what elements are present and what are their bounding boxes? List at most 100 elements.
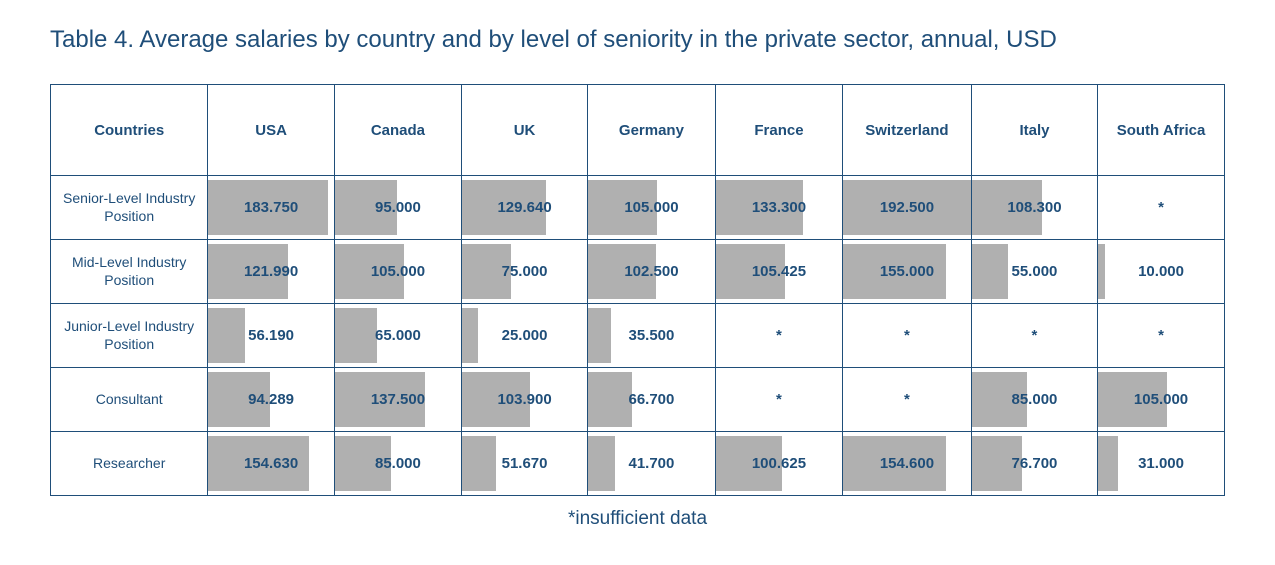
cell-value: 31.000 bbox=[1098, 432, 1224, 495]
cell-value: 41.700 bbox=[588, 432, 715, 495]
cell-value: 154.600 bbox=[843, 432, 971, 495]
cell-value: 94.289 bbox=[208, 368, 333, 431]
cell-value: 105.425 bbox=[716, 240, 842, 303]
cell-value: 183.750 bbox=[208, 176, 333, 239]
table-body: Senior-Level Industry Position183.75095.… bbox=[51, 176, 1225, 496]
data-cell: * bbox=[971, 304, 1097, 368]
data-cell: 105.000 bbox=[1098, 368, 1225, 432]
data-cell: 56.190 bbox=[208, 304, 334, 368]
cell-value: 102.500 bbox=[588, 240, 715, 303]
data-cell: 102.500 bbox=[587, 240, 715, 304]
data-cell: 85.000 bbox=[334, 432, 461, 496]
column-header: France bbox=[715, 85, 842, 176]
cell-value: * bbox=[1098, 176, 1224, 239]
data-cell: 137.500 bbox=[334, 368, 461, 432]
data-cell: 121.990 bbox=[208, 240, 334, 304]
data-cell: 154.600 bbox=[843, 432, 972, 496]
data-cell: 75.000 bbox=[462, 240, 588, 304]
data-cell: 108.300 bbox=[971, 176, 1097, 240]
column-header: Switzerland bbox=[843, 85, 972, 176]
row-header: Consultant bbox=[51, 368, 208, 432]
row-header: Senior-Level Industry Position bbox=[51, 176, 208, 240]
cell-value: 105.000 bbox=[1098, 368, 1224, 431]
cell-value: 100.625 bbox=[716, 432, 842, 495]
data-cell: 155.000 bbox=[843, 240, 972, 304]
column-header-row: Countries USACanadaUKGermanyFranceSwitze… bbox=[51, 85, 1225, 176]
cell-value: 51.670 bbox=[462, 432, 587, 495]
data-cell: 25.000 bbox=[462, 304, 588, 368]
data-cell: 31.000 bbox=[1098, 432, 1225, 496]
cell-value: 85.000 bbox=[335, 432, 461, 495]
cell-value: 85.000 bbox=[972, 368, 1097, 431]
data-cell: * bbox=[843, 368, 972, 432]
data-cell: 105.000 bbox=[334, 240, 461, 304]
data-cell: 94.289 bbox=[208, 368, 334, 432]
data-cell: 103.900 bbox=[462, 368, 588, 432]
cell-value: 75.000 bbox=[462, 240, 587, 303]
data-cell: 55.000 bbox=[971, 240, 1097, 304]
row-header-label: Countries bbox=[51, 85, 208, 176]
row-header: Junior-Level Industry Position bbox=[51, 304, 208, 368]
data-cell: 65.000 bbox=[334, 304, 461, 368]
salary-table: Countries USACanadaUKGermanyFranceSwitze… bbox=[50, 84, 1225, 496]
cell-value: 154.630 bbox=[208, 432, 333, 495]
data-cell: 129.640 bbox=[462, 176, 588, 240]
column-header: Canada bbox=[334, 85, 461, 176]
column-header: USA bbox=[208, 85, 334, 176]
data-cell: 100.625 bbox=[715, 432, 842, 496]
data-cell: 154.630 bbox=[208, 432, 334, 496]
column-header: UK bbox=[462, 85, 588, 176]
cell-value: 95.000 bbox=[335, 176, 461, 239]
cell-value: 56.190 bbox=[208, 304, 333, 367]
data-cell: 85.000 bbox=[971, 368, 1097, 432]
cell-value: * bbox=[716, 304, 842, 367]
cell-value: 133.300 bbox=[716, 176, 842, 239]
data-cell: 133.300 bbox=[715, 176, 842, 240]
data-cell: 35.500 bbox=[587, 304, 715, 368]
data-cell: * bbox=[1098, 304, 1225, 368]
cell-value: 35.500 bbox=[588, 304, 715, 367]
data-cell: * bbox=[1098, 176, 1225, 240]
data-cell: 105.000 bbox=[587, 176, 715, 240]
column-header: Italy bbox=[971, 85, 1097, 176]
data-cell: * bbox=[715, 304, 842, 368]
footnote: *insufficient data bbox=[50, 508, 1225, 530]
cell-value: 25.000 bbox=[462, 304, 587, 367]
row-header: Mid-Level Industry Position bbox=[51, 240, 208, 304]
data-cell: 95.000 bbox=[334, 176, 461, 240]
cell-value: 129.640 bbox=[462, 176, 587, 239]
cell-value: * bbox=[716, 368, 842, 431]
cell-value: * bbox=[843, 304, 971, 367]
cell-value: 10.000 bbox=[1098, 240, 1224, 303]
column-header: Germany bbox=[587, 85, 715, 176]
table-row: Senior-Level Industry Position183.75095.… bbox=[51, 176, 1225, 240]
cell-value: 192.500 bbox=[843, 176, 971, 239]
cell-value: 105.000 bbox=[335, 240, 461, 303]
table-row: Consultant94.289137.500103.90066.700**85… bbox=[51, 368, 1225, 432]
cell-value: 137.500 bbox=[335, 368, 461, 431]
data-cell: 105.425 bbox=[715, 240, 842, 304]
cell-value: 55.000 bbox=[972, 240, 1097, 303]
data-cell: * bbox=[715, 368, 842, 432]
data-cell: 66.700 bbox=[587, 368, 715, 432]
data-cell: * bbox=[843, 304, 972, 368]
cell-value: 105.000 bbox=[588, 176, 715, 239]
cell-value: * bbox=[972, 304, 1097, 367]
row-header: Researcher bbox=[51, 432, 208, 496]
data-cell: 51.670 bbox=[462, 432, 588, 496]
cell-value: 65.000 bbox=[335, 304, 461, 367]
column-header: South Africa bbox=[1098, 85, 1225, 176]
cell-value: 76.700 bbox=[972, 432, 1097, 495]
table-row: Researcher154.63085.00051.67041.700100.6… bbox=[51, 432, 1225, 496]
cell-value: 66.700 bbox=[588, 368, 715, 431]
table-row: Mid-Level Industry Position121.990105.00… bbox=[51, 240, 1225, 304]
cell-value: 108.300 bbox=[972, 176, 1097, 239]
data-cell: 10.000 bbox=[1098, 240, 1225, 304]
data-cell: 41.700 bbox=[587, 432, 715, 496]
data-cell: 76.700 bbox=[971, 432, 1097, 496]
table-row: Junior-Level Industry Position56.19065.0… bbox=[51, 304, 1225, 368]
table-title: Table 4. Average salaries by country and… bbox=[50, 24, 1225, 56]
cell-value: 121.990 bbox=[208, 240, 333, 303]
data-cell: 183.750 bbox=[208, 176, 334, 240]
cell-value: * bbox=[1098, 304, 1224, 367]
